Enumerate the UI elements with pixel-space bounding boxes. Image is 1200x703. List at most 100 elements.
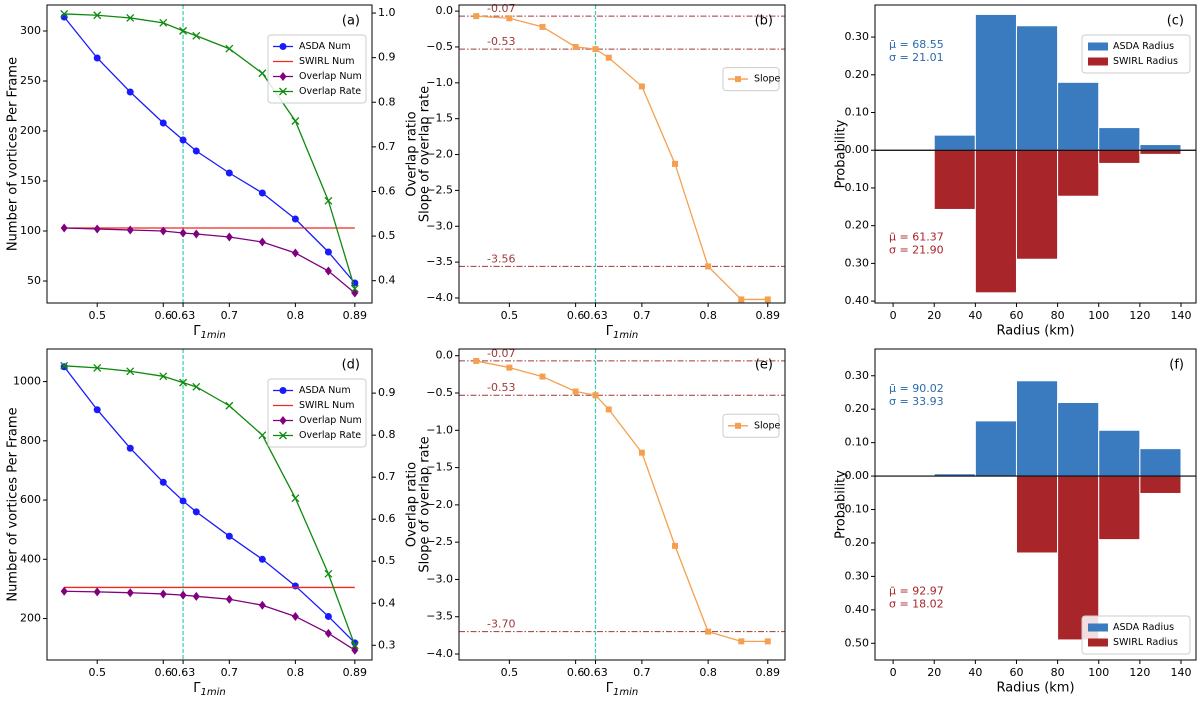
marker xyxy=(159,119,167,127)
x-axis-symbol: Γ xyxy=(606,681,614,696)
marker xyxy=(159,478,167,486)
marker xyxy=(225,169,233,177)
x-axis-symbol: Γ xyxy=(606,324,614,339)
marker xyxy=(225,532,233,540)
x-tick-label: 0.89 xyxy=(343,666,368,679)
marker xyxy=(539,23,546,30)
legend-box xyxy=(1081,615,1191,655)
x-axis-label: Radius (km) xyxy=(996,681,1074,696)
marker xyxy=(351,288,359,298)
y-tick-label: −1.0 xyxy=(426,423,453,436)
x-tick-label: 60 xyxy=(1009,309,1023,322)
marker xyxy=(192,147,200,155)
reference-label: -0.07 xyxy=(487,2,515,15)
annotation: σ = 21.90 xyxy=(889,243,944,256)
x-axis-subscript: 1min xyxy=(201,687,226,698)
bar xyxy=(1139,475,1182,494)
panel-label: (f) xyxy=(1169,358,1184,373)
y-axis-label: Probability xyxy=(834,470,849,539)
legend-label: Slope xyxy=(754,74,781,85)
marker xyxy=(179,378,188,387)
x-tick-label: 140 xyxy=(1170,309,1191,322)
marker xyxy=(192,508,200,516)
bar xyxy=(974,149,1017,294)
plot-frame xyxy=(458,348,786,661)
y-tick-label: −4.0 xyxy=(426,647,453,660)
legend-label: SWIRL Radius xyxy=(1113,637,1178,648)
marker xyxy=(179,136,187,144)
x-tick-label: 0.8 xyxy=(699,309,717,322)
bar xyxy=(1098,475,1141,541)
marker xyxy=(126,13,135,22)
x-tick-label: 0.6 xyxy=(567,309,585,322)
marker xyxy=(291,215,299,223)
plot-frame xyxy=(458,4,786,304)
marker xyxy=(93,54,101,62)
y2-tick-label: 0.4 xyxy=(378,596,396,609)
legend-label: Slope xyxy=(754,420,781,431)
x-tick-label: 0.63 xyxy=(583,309,608,322)
x-tick-label: 120 xyxy=(1129,666,1150,679)
x-tick-label: 0.89 xyxy=(343,309,368,322)
bar xyxy=(1098,429,1141,477)
y-tick-label: −3.0 xyxy=(426,572,453,585)
marker xyxy=(350,641,359,650)
y-tick-label: 0.10 xyxy=(845,503,870,516)
plot-frame xyxy=(46,4,373,304)
bar xyxy=(1139,144,1182,151)
y2-axis-label: Overlap ratio xyxy=(405,111,420,196)
marker xyxy=(735,76,741,83)
marker xyxy=(126,225,134,235)
marker xyxy=(506,15,513,22)
x-tick-label: 0.5 xyxy=(88,666,106,679)
y-tick-label: −1.0 xyxy=(426,76,453,89)
x-axis-label: Radius (km) xyxy=(996,324,1074,339)
y-tick-label: −2.0 xyxy=(426,148,453,161)
x-axis-subscript: 1min xyxy=(613,687,638,698)
x-tick-label: 100 xyxy=(1088,309,1109,322)
y-tick-label: 150 xyxy=(20,174,41,187)
marker xyxy=(192,382,201,391)
marker xyxy=(764,638,771,645)
y-tick-label: 800 xyxy=(20,434,41,447)
y2-tick-label: 0.5 xyxy=(378,554,396,567)
marker xyxy=(324,628,332,638)
bar xyxy=(1098,149,1141,164)
reference-label: -3.70 xyxy=(487,618,515,631)
marker xyxy=(324,569,333,578)
marker xyxy=(258,555,266,563)
series-line xyxy=(476,15,768,301)
marker xyxy=(738,296,745,303)
x-tick-label: 0.8 xyxy=(287,666,305,679)
y2-tick-label: 0.8 xyxy=(378,428,396,441)
y-tick-label: −0.5 xyxy=(426,40,453,53)
plot-frame xyxy=(874,348,1197,661)
y-tick-label: −0.5 xyxy=(426,386,453,399)
x-tick-label: 0 xyxy=(890,309,897,322)
marker xyxy=(572,43,579,50)
x-tick-label: 0.7 xyxy=(221,309,239,322)
x-tick-label: 0.5 xyxy=(88,309,106,322)
marker xyxy=(126,444,134,452)
x-tick-label: 40 xyxy=(968,309,982,322)
bar xyxy=(974,13,1017,151)
bar xyxy=(1015,475,1059,554)
marker xyxy=(159,18,168,27)
bar xyxy=(1139,149,1182,155)
x-axis-subscript: 1min xyxy=(201,330,226,341)
marker xyxy=(324,248,332,256)
x-tick-label: 0.89 xyxy=(756,666,781,679)
y2-tick-label: 0.7 xyxy=(378,140,396,153)
legend-label: Overlap Num xyxy=(299,415,362,426)
marker xyxy=(126,88,134,96)
y-tick-label: 0.40 xyxy=(845,294,870,307)
marker xyxy=(60,586,68,596)
marker xyxy=(738,638,745,645)
y-tick-label: 1000 xyxy=(13,375,41,388)
annotation: σ = 21.01 xyxy=(889,51,944,64)
y-tick-label: 0.20 xyxy=(845,536,870,549)
y-axis-label: Slope of overlap rate xyxy=(418,86,433,222)
legend-label: SWIRL Num xyxy=(299,400,355,411)
y-tick-label: 0.00 xyxy=(845,469,870,482)
marker xyxy=(179,497,187,505)
